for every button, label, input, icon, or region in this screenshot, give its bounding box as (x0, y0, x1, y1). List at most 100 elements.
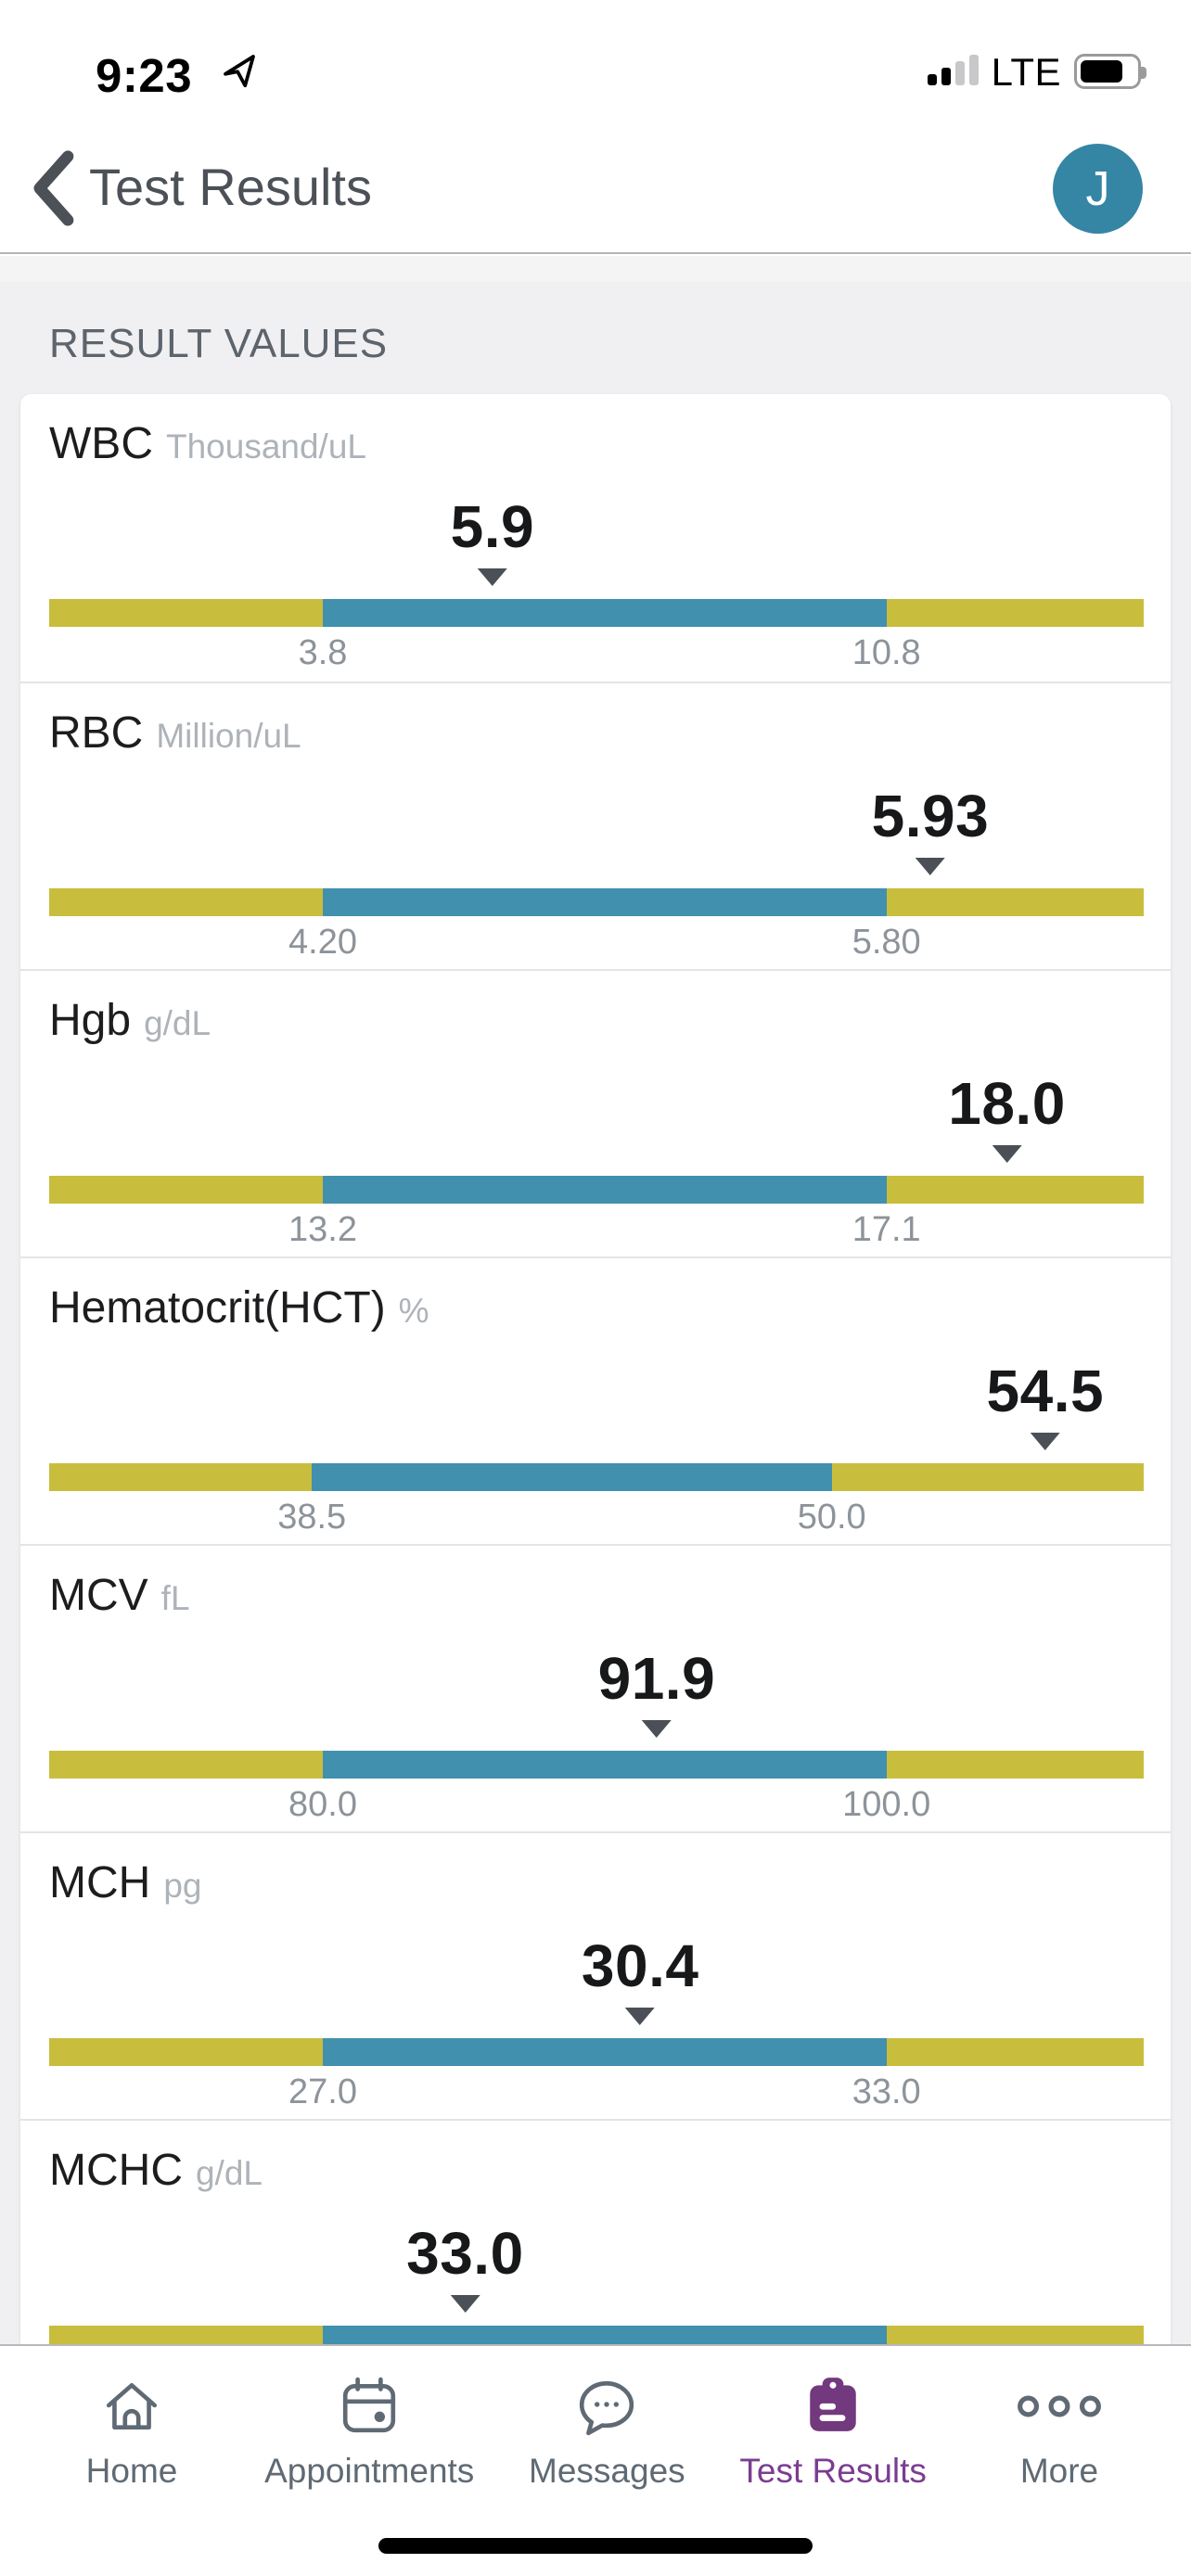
range-high-label: 10.8 (852, 633, 921, 672)
marker-triangle-icon (641, 1720, 672, 1738)
range-high-label: 50.0 (797, 1498, 866, 1537)
bar-below-range-segment (49, 1463, 313, 1491)
clipboard-icon (802, 2374, 864, 2439)
header-substrip (0, 256, 1191, 300)
bar-normal-range-segment (323, 888, 887, 916)
result-name: WBC (49, 419, 153, 468)
result-name: MCV (49, 1571, 148, 1620)
bar-above-range-segment (886, 2038, 1144, 2066)
range-high-label: 5.80 (852, 923, 921, 962)
clock: 9:23 (96, 49, 193, 102)
result-row[interactable]: MCV fL 91.9 80.0 100.0 (20, 1544, 1171, 1831)
range-bar (49, 2038, 1144, 2066)
marker-triangle-icon (915, 858, 945, 875)
home-indicator[interactable] (378, 2538, 813, 2554)
result-value: 54.5 (986, 1358, 1105, 1424)
messages-icon (576, 2374, 637, 2439)
bar-normal-range-segment (323, 1176, 887, 1204)
result-row[interactable]: Hgb g/dL 18.0 13.2 17.1 (20, 969, 1171, 1256)
result-value: 18.0 (948, 1070, 1066, 1137)
result-value: 33.0 (406, 2220, 524, 2287)
result-row[interactable]: Hematocrit(HCT)% 54.5 38.5 50.0 (20, 1256, 1171, 1544)
range-bar (49, 888, 1144, 916)
section-title: RESULT VALUES (49, 321, 389, 366)
bar-below-range-segment (49, 2038, 323, 2066)
page-title: Test Results (89, 158, 372, 216)
result-unit: g/dL (195, 2154, 263, 2192)
bar-below-range-segment (49, 2326, 323, 2344)
bar-below-range-segment (49, 1176, 323, 1204)
bar-above-range-segment (886, 2326, 1144, 2344)
bar-normal-range-segment (323, 1751, 887, 1779)
bar-normal-range-segment (323, 2326, 887, 2344)
range-high-label: 17.1 (852, 1210, 921, 1249)
tab-test-results[interactable]: Test Results (739, 2346, 927, 2491)
marker-triangle-icon (477, 568, 507, 586)
marker-triangle-icon (625, 2008, 656, 2025)
bar-below-range-segment (49, 599, 323, 627)
cellular-signal-icon (927, 55, 979, 87)
range-low-label: 80.0 (288, 1785, 357, 1824)
result-name: MCH (49, 1858, 151, 1907)
battery-icon (1074, 54, 1146, 89)
tab-more[interactable]: More (980, 2346, 1138, 2491)
range-low-label: 4.20 (288, 923, 357, 962)
tab-appointments[interactable]: Appointments (264, 2346, 474, 2491)
result-row[interactable]: RBC Million/uL 5.93 4.20 5.80 (20, 682, 1171, 969)
result-values-card: WBC Thousand/uL 5.9 3.8 10.8 RBC Million/u… (20, 394, 1171, 2344)
network-type: LTE (991, 50, 1061, 94)
marker-triangle-icon (450, 2295, 480, 2313)
result-name: Hematocrit(HCT) (49, 1283, 386, 1333)
range-low-label: 3.8 (298, 633, 348, 672)
tab-messages[interactable]: Messages (528, 2346, 685, 2491)
bar-normal-range-segment (323, 2038, 887, 2066)
range-high-label: 33.0 (852, 2072, 921, 2111)
bar-above-range-segment (886, 599, 1144, 627)
marker-triangle-icon (992, 1145, 1022, 1163)
result-unit: pg (163, 1867, 202, 1905)
result-unit: Thousand/uL (165, 427, 366, 465)
navigation-header: Test Results J (0, 123, 1191, 254)
result-unit: % (398, 1292, 429, 1330)
back-button[interactable] (28, 149, 83, 227)
range-high-label: 100.0 (842, 1785, 931, 1824)
range-bar (49, 1176, 1144, 1204)
result-unit: fL (160, 1579, 190, 1617)
range-low-label: 13.2 (288, 1210, 357, 1249)
home-icon (101, 2374, 162, 2439)
range-bar (49, 599, 1144, 627)
bar-normal-range-segment (323, 599, 887, 627)
result-value: 91.9 (597, 1645, 716, 1712)
calendar-icon (339, 2374, 400, 2439)
location-arrow-icon (221, 52, 258, 94)
range-bar (49, 2326, 1144, 2344)
ellipsis-icon (1017, 2374, 1102, 2439)
bar-above-range-segment (886, 1751, 1144, 1779)
bottom-tab-bar: Home Appointments Messages (0, 2344, 1191, 2576)
bar-above-range-segment (886, 888, 1144, 916)
chevron-left-icon (33, 150, 74, 226)
result-name: RBC (49, 708, 144, 758)
bar-below-range-segment (49, 888, 323, 916)
result-name: Hgb (49, 996, 132, 1045)
result-value: 5.9 (450, 493, 535, 560)
tab-home[interactable]: Home (53, 2346, 211, 2491)
range-low-label: 38.5 (277, 1498, 347, 1537)
range-low-label: 27.0 (288, 2072, 357, 2111)
result-row[interactable]: WBC Thousand/uL 5.9 3.8 10.8 (20, 394, 1171, 682)
bar-below-range-segment (49, 1751, 323, 1779)
marker-triangle-icon (1030, 1433, 1060, 1450)
result-row[interactable]: MCHC g/dL 33.0 (20, 2119, 1171, 2344)
result-unit: Million/uL (156, 717, 301, 755)
result-value: 5.93 (871, 783, 990, 849)
avatar[interactable]: J (1053, 144, 1143, 234)
result-name: MCHC (49, 2146, 183, 2195)
result-row[interactable]: MCH pg 30.4 27.0 33.0 (20, 1831, 1171, 2119)
status-bar: 9:23 LTE (0, 0, 1191, 123)
result-unit: g/dL (144, 1004, 211, 1042)
bar-above-range-segment (886, 1176, 1144, 1204)
bar-normal-range-segment (312, 1463, 832, 1491)
result-value: 30.4 (581, 1932, 699, 1999)
bar-above-range-segment (831, 1463, 1144, 1491)
content-area: RESULT VALUES WBC Thousand/uL 5.9 3.8 10.… (0, 282, 1191, 2344)
